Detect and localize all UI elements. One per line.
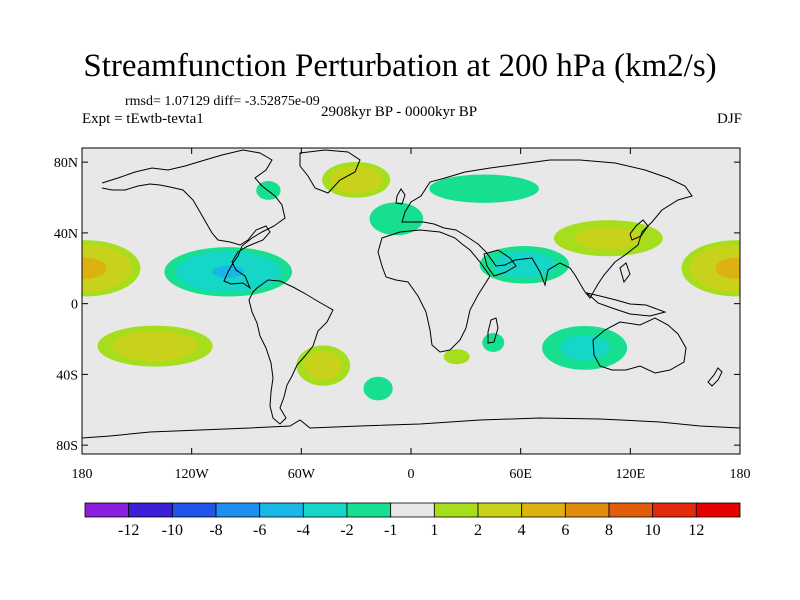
anomaly-central-pacific-north-high-east [681,240,740,297]
colorbar-label: 4 [518,522,526,539]
colorbar-label: 10 [645,522,661,539]
colorbar-swatch [259,502,304,518]
anomaly-south-atlantic-low [363,376,393,401]
colorbar-swatch [608,502,654,518]
colorbar-label: -4 [297,522,310,539]
colorbar-swatch [128,502,173,518]
contour--1 [369,202,424,236]
anomaly-indian-ocean-low [542,325,628,370]
lon-tick-label: 0 [408,467,415,482]
coast-new-zealand [707,367,723,387]
plot-background [82,148,740,454]
lon-tick-label: 120W [175,467,210,482]
contour-+2 [112,330,198,362]
experiment-label: Expt = tEwtb-tevta1 [82,111,204,127]
season-label: DJF [716,111,742,127]
coast-british-isles [395,188,406,205]
lon-tick-label: 180 [730,467,751,482]
colorbar-label: 6 [561,522,569,539]
lon-tick-label: 60W [288,467,316,482]
lon-tick-label: 60E [509,467,532,482]
colorbar-label: 1 [430,522,438,539]
contour-+4 [715,257,740,279]
colorbar-label: -8 [209,522,222,539]
colorbar-label: 2 [474,522,482,539]
colorbar-swatch [521,502,566,518]
contour--2 [492,251,556,279]
anomaly-southern-africa-high [443,349,470,365]
coast-north-america [101,149,286,290]
contour-+2 [690,244,740,293]
map-title: Streamfunction Perturbation at 200 hPa (… [83,48,717,84]
colorbar-label: -1 [384,522,397,539]
coast-africa [377,229,491,353]
lat-tick-label: 0 [71,298,78,313]
plot-area [81,147,741,455]
colorbar-label: 12 [688,522,704,539]
lon-tick-label: 180 [72,467,93,482]
colorbar: -12 -10 -8 -6 -4 -2 -1 1 2 4 6 8 10 12 [84,502,741,539]
colorbar-swatch [215,502,261,518]
period-label: 2908kyr BP - 0000kyr BP [321,104,478,120]
contour-+2 [575,227,642,250]
coast-greenland [299,149,361,194]
stats-label: rmsd= 1.07129 diff= -3.52875e-09 [125,94,320,109]
lat-tick-label: 40S [56,368,78,383]
colorbar-swatch [346,502,392,518]
colorbar-swatch [695,502,741,518]
colorbar-label: -12 [118,522,139,539]
anomaly-central-pacific-north-high [82,240,141,297]
coast-south-america [248,279,334,425]
anomaly-north-atlantic-high [322,161,391,198]
coast-madagascar [487,317,499,344]
contour--1 [363,376,393,401]
longitude-axis: 180 120W 60W 0 60E 120E 180 [72,148,751,482]
lat-tick-label: 80N [54,156,78,171]
anomaly-east-asia-high [553,220,663,257]
colorbar-swatch [84,502,130,518]
contour-+1 [443,349,470,365]
coast-eurasia [401,159,693,299]
anomaly-eurasia-arctic-low [429,174,539,203]
anomaly-atlantic-europe-low [369,202,424,236]
contour-+2 [329,165,383,194]
lat-tick-label: 40N [54,227,78,242]
colorbar-label: -6 [253,522,266,539]
colorbar-swatch [564,502,610,518]
contour--2 [560,335,610,361]
coast-arabia [483,249,517,277]
lon-tick-label: 120E [616,467,646,482]
colorbar-label: -2 [340,522,353,539]
lat-tick-label: 80S [56,439,78,454]
latitude-axis: 80N 40N 0 40S 80S [54,156,740,454]
colorbar-label: 8 [605,522,613,539]
colorbar-swatch [302,502,348,518]
contour-+4 [82,257,107,279]
coast-japan [629,219,649,241]
anomaly-south-atlantic-high [296,345,351,386]
coast-australia [592,317,687,374]
colorbar-swatch [433,502,479,518]
colorbar-swatch [171,502,217,518]
colorbar-swatch [477,502,523,518]
anomaly-south-pacific-high [97,325,213,367]
coastlines [82,149,740,439]
colorbar-label: -10 [162,522,183,539]
coast-antarctica [82,417,740,439]
contour-+2 [82,244,132,293]
colorbar-swatch [652,502,697,518]
contour-+2 [304,351,343,380]
coast-indonesia [585,292,667,317]
colorbar-swatch [390,502,435,518]
coast-philippines [619,262,631,284]
contour--1 [429,174,539,203]
